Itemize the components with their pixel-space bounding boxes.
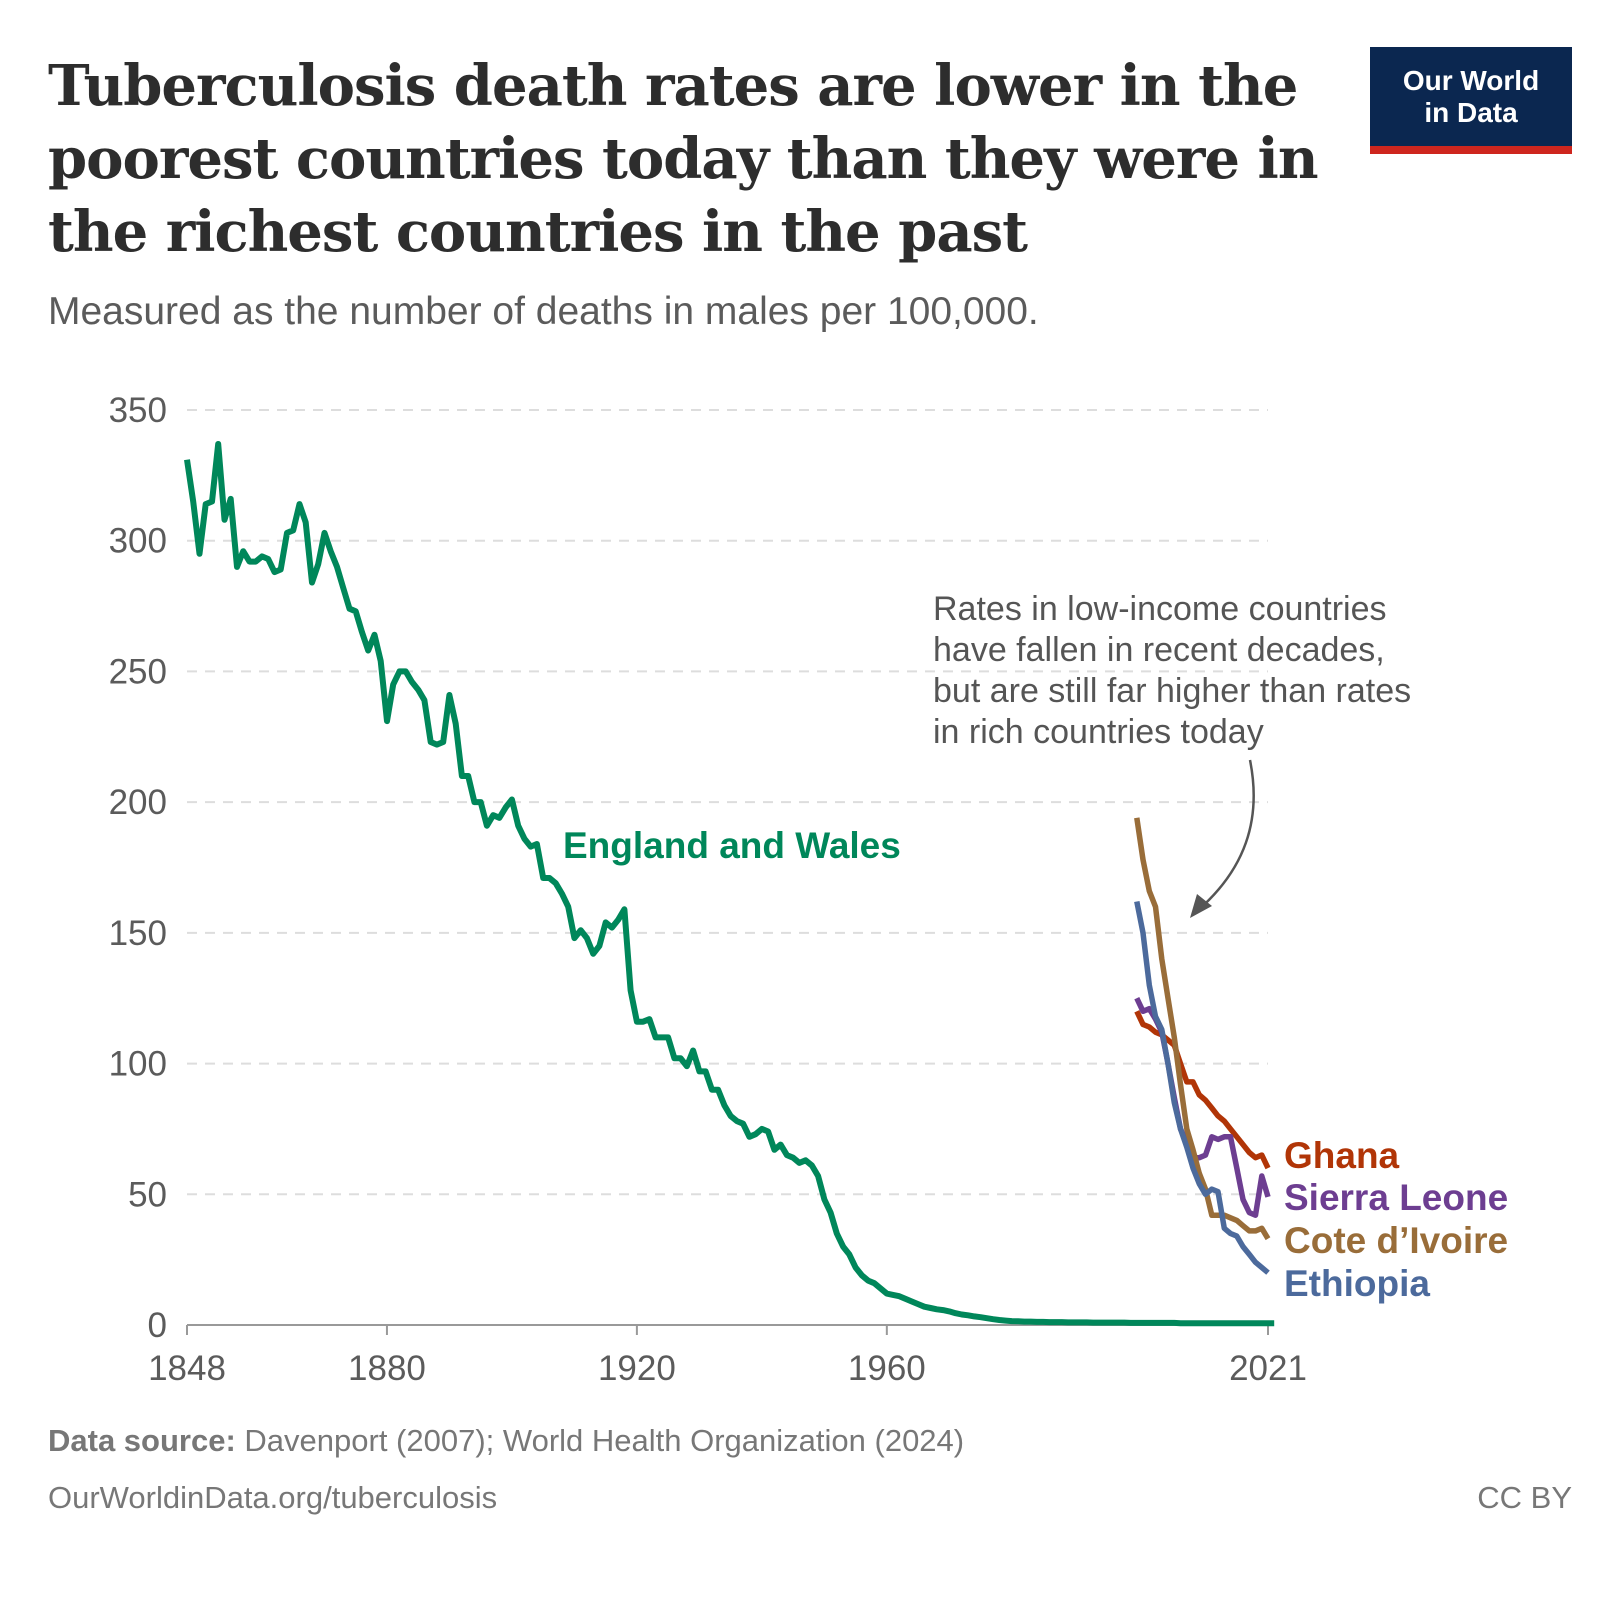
license[interactable]: CC BY xyxy=(1477,1480,1572,1515)
owid-logo[interactable]: Our World in Data xyxy=(1370,47,1572,154)
source-text: Davenport (2007); World Health Organizat… xyxy=(244,1423,965,1458)
chart-title: Tuberculosis death rates are lower in th… xyxy=(48,53,1319,265)
y-tick-label: 100 xyxy=(109,1045,167,1084)
annotation-line: in rich countries today xyxy=(933,713,1264,751)
logo-line-1: Our World xyxy=(1402,65,1540,96)
annotation-line: have fallen in recent decades, xyxy=(933,631,1385,669)
series-label: Ethiopia xyxy=(1284,1263,1430,1304)
x-tick-label: 1880 xyxy=(348,1349,426,1388)
series-label: Cote d’Ivoire xyxy=(1284,1220,1508,1261)
logo-accent-bar xyxy=(1370,146,1572,154)
source-url[interactable]: OurWorldinData.org/tuberculosis xyxy=(48,1480,498,1515)
series-line-ghana[interactable] xyxy=(1134,1010,1271,1170)
x-tick-label: 2021 xyxy=(1229,1349,1307,1388)
y-tick-label: 200 xyxy=(109,783,167,822)
y-tick-label: 0 xyxy=(148,1306,167,1345)
annotation-text: Rates in low-income countries have fallen… xyxy=(933,590,1411,751)
x-tick-label: 1920 xyxy=(598,1349,676,1388)
y-tick-label: 300 xyxy=(109,522,167,561)
chart-subtitle: Measured as the number of deaths in male… xyxy=(48,290,1039,333)
series-label: Sierra Leone xyxy=(1284,1177,1508,1218)
logo-line-2: in Data xyxy=(1424,97,1518,128)
y-tick-label: 250 xyxy=(109,652,167,691)
annotation-arrow xyxy=(1195,759,1255,913)
x-tick-label: 1848 xyxy=(148,1349,226,1388)
y-tick-label: 150 xyxy=(109,914,167,953)
series-label: Ghana xyxy=(1284,1135,1400,1176)
annotation-arrowhead xyxy=(1190,894,1212,918)
y-tick-label: 350 xyxy=(109,391,167,430)
data-source: Data source: Davenport (2007); World Hea… xyxy=(48,1423,964,1459)
annotation-line: but are still far higher than rates xyxy=(933,672,1411,710)
x-tick-label: 1960 xyxy=(848,1349,926,1388)
annotation-line: Rates in low-income countries xyxy=(933,590,1387,628)
y-tick-label: 50 xyxy=(128,1175,167,1214)
series-label: England and Wales xyxy=(563,825,901,866)
series-line-england-and-wales[interactable] xyxy=(184,441,1275,1327)
source-label: Data source: xyxy=(48,1423,236,1458)
series-line-cote-d-ivoire[interactable] xyxy=(1134,817,1271,1241)
series-line-ethiopia[interactable] xyxy=(1134,900,1270,1275)
